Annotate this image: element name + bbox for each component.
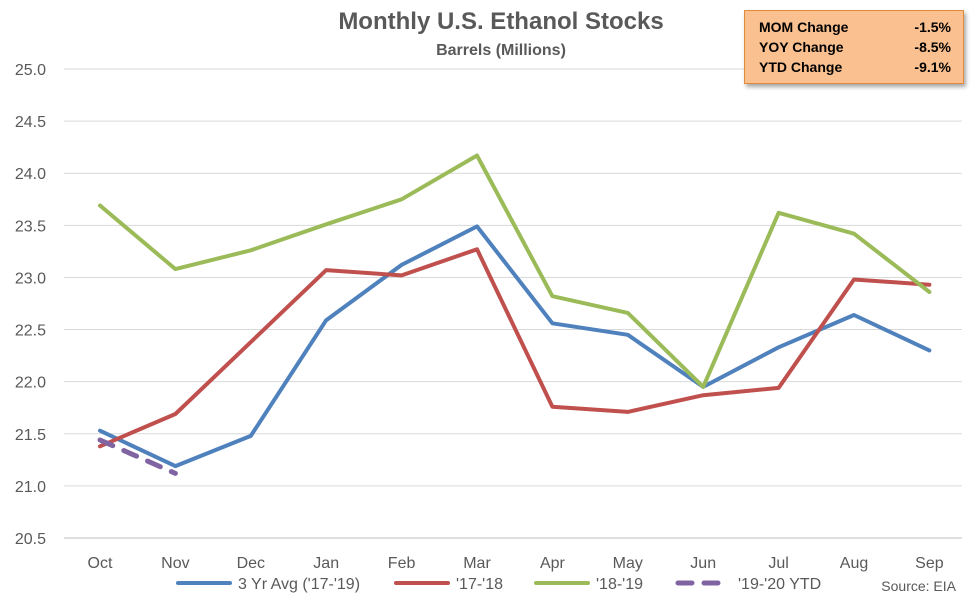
source-note: Source: EIA	[881, 578, 956, 594]
stat-row-mom: MOM Change -1.5%	[759, 17, 951, 37]
series-line-1	[98, 247, 932, 449]
y-tick-label: 21.5	[15, 427, 46, 444]
data-point	[627, 312, 629, 314]
data-point	[928, 349, 930, 351]
data-point	[401, 264, 403, 266]
y-tick-label: 20.5	[15, 531, 46, 548]
y-tick-label: 25.0	[15, 62, 46, 79]
x-tick-label: Jan	[313, 555, 339, 572]
x-tick-label: Oct	[88, 555, 113, 572]
data-point	[250, 341, 252, 343]
x-tick-label: Sep	[915, 555, 944, 572]
gridlines	[64, 68, 962, 539]
stat-value: -1.5%	[914, 19, 951, 35]
data-point	[853, 233, 855, 235]
legend-label: '17-'18	[456, 576, 503, 593]
data-point	[174, 268, 176, 270]
x-tick-label: May	[613, 555, 643, 572]
data-point	[476, 248, 478, 250]
data-point	[476, 225, 478, 227]
stat-value: -9.1%	[914, 59, 951, 75]
data-point	[325, 269, 327, 271]
legend: 3 Yr Avg ('17-'19) '17-'18 '18-'19 '19-'20 …	[176, 576, 821, 593]
data-point	[702, 394, 704, 396]
stat-value: -8.5%	[914, 39, 951, 55]
data-point	[778, 212, 780, 214]
x-tick-label: Mar	[463, 555, 491, 572]
y-axis-ticks: 20.5 21.0 21.5 22.0 22.5 23.0 23.5 24.0 24.5 25.0	[15, 62, 46, 548]
data-point	[325, 223, 327, 225]
data-point	[702, 386, 704, 388]
data-point	[928, 284, 930, 286]
data-point	[250, 435, 252, 437]
chart-subtitle: Barrels (Millions)	[436, 42, 566, 59]
data-point	[174, 472, 176, 474]
data-point	[401, 274, 403, 276]
y-tick-label: 21.0	[15, 479, 46, 496]
stat-label: YOY Change	[759, 39, 844, 55]
data-point	[627, 334, 629, 336]
x-tick-label: Apr	[540, 555, 566, 572]
y-tick-label: 24.5	[15, 114, 46, 131]
chart-title: Monthly U.S. Ethanol Stocks	[338, 8, 664, 35]
y-tick-label: 24.0	[15, 166, 46, 183]
data-point	[551, 322, 553, 324]
data-point	[928, 291, 930, 293]
stat-row-yoy: YOY Change -8.5%	[759, 37, 951, 57]
legend-label: '18-'19	[596, 576, 643, 593]
data-point	[778, 346, 780, 348]
x-tick-label: Nov	[161, 555, 189, 572]
data-point	[778, 387, 780, 389]
x-tick-label: Dec	[237, 555, 265, 572]
x-tick-label: Jun	[690, 555, 716, 572]
data-point	[325, 319, 327, 321]
y-tick-label: 23.0	[15, 270, 46, 287]
stat-label: MOM Change	[759, 19, 849, 35]
data-point	[853, 314, 855, 316]
series-line-0	[98, 224, 932, 469]
data-point	[174, 413, 176, 415]
series-line-2	[98, 153, 932, 389]
data-point	[627, 411, 629, 413]
data-point	[99, 430, 101, 432]
data-point	[551, 295, 553, 297]
data-point	[99, 205, 101, 207]
x-tick-label: Feb	[388, 555, 416, 572]
x-tick-label: Aug	[840, 555, 868, 572]
change-stats-box: MOM Change -1.5% YOY Change -8.5% YTD Ch…	[744, 10, 964, 84]
y-tick-label: 22.0	[15, 375, 46, 392]
series-line-3	[97, 437, 178, 476]
stat-row-ytd: YTD Change -9.1%	[759, 57, 951, 77]
legend-label: '19-'20 YTD	[738, 576, 821, 593]
y-tick-label: 23.5	[15, 218, 46, 235]
data-point	[99, 445, 101, 447]
y-tick-label: 22.5	[15, 323, 46, 340]
stat-label: YTD Change	[759, 59, 843, 75]
series-lines	[97, 153, 932, 476]
x-axis-ticks: Oct Nov Dec Jan Feb Mar Apr May Jun Jul Aug Sep	[88, 555, 944, 572]
data-point	[476, 155, 478, 157]
data-point	[250, 249, 252, 251]
x-tick-label: Jul	[768, 555, 788, 572]
data-point	[853, 279, 855, 281]
data-point	[401, 198, 403, 200]
data-point	[174, 465, 176, 467]
data-point	[99, 439, 101, 441]
legend-label: 3 Yr Avg ('17-'19)	[238, 576, 360, 593]
data-point	[551, 406, 553, 408]
